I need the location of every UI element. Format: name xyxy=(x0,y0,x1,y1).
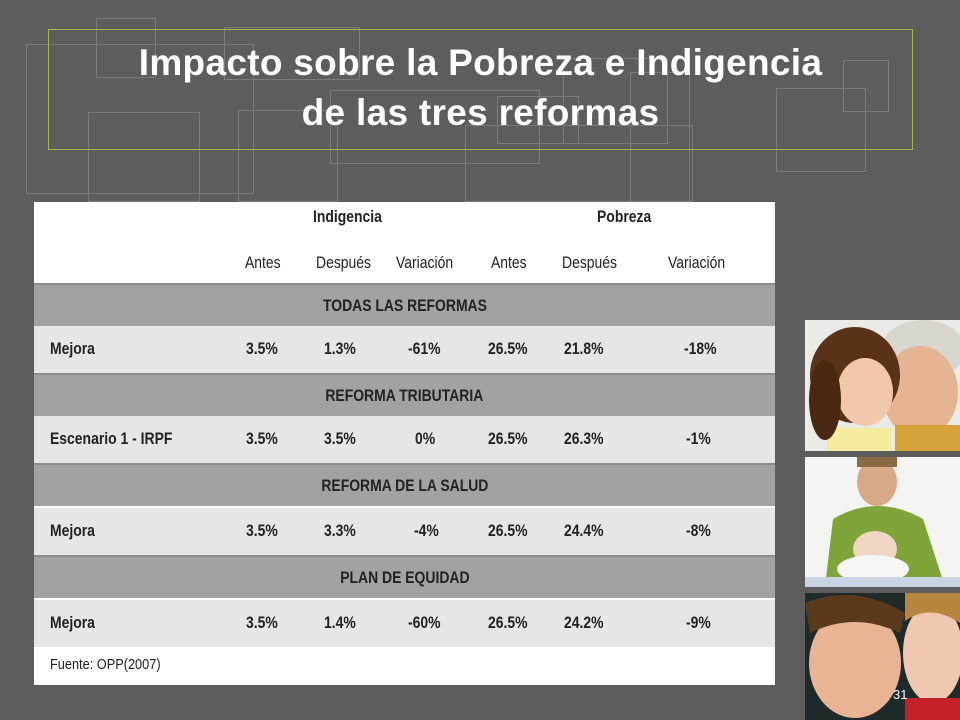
table-cell: 26.5% xyxy=(488,339,528,358)
page-number: 31 xyxy=(893,687,908,702)
table-cell: 3.5% xyxy=(246,339,278,358)
decorative-frame xyxy=(238,110,338,202)
decorative-frame xyxy=(776,88,866,172)
column-header: Variación xyxy=(396,253,454,272)
table-cell: 3.5% xyxy=(246,521,278,540)
table-cell: -8% xyxy=(686,521,711,540)
group-header-indigencia: Indigencia xyxy=(313,207,382,226)
table-row: Mejora 3.5% 3.3% -4% 26.5% 24.4% -8% xyxy=(34,508,775,555)
row-label: Mejora xyxy=(50,613,95,632)
section-title: REFORMA TRIBUTARIA xyxy=(325,386,484,405)
section-header: REFORMA DE LA SALUD xyxy=(34,463,775,506)
table-row: Escenario 1 - IRPF 3.5% 3.5% 0% 26.5% 26… xyxy=(34,416,775,463)
title-frame xyxy=(48,29,913,150)
decorative-frame xyxy=(224,27,360,80)
slide-title-line1: Impacto sobre la Pobreza e Indigencia xyxy=(138,42,823,83)
table-cell: 1.4% xyxy=(324,613,356,632)
decorative-frame xyxy=(330,90,540,164)
table-cell: 3.3% xyxy=(324,521,356,540)
decorative-frame xyxy=(630,72,690,202)
table-cell: 3.5% xyxy=(324,429,356,448)
table-cell: -61% xyxy=(408,339,441,358)
table-cell: 1.3% xyxy=(324,339,356,358)
table-cell: -18% xyxy=(684,339,717,358)
column-header: Después xyxy=(316,253,372,272)
source-note: Fuente: OPP(2007) xyxy=(50,656,161,673)
column-header: Después xyxy=(562,253,618,272)
table-cell: 26.3% xyxy=(564,429,604,448)
column-header: Antes xyxy=(245,253,281,272)
table-cell: -4% xyxy=(414,521,439,540)
decorative-frame xyxy=(96,18,156,78)
table-row: Mejora 3.5% 1.4% -60% 26.5% 24.2% -9% xyxy=(34,600,775,647)
section-title: PLAN DE EQUIDAD xyxy=(339,568,470,587)
row-label: Escenario 1 - IRPF xyxy=(50,429,173,448)
slide-title: Impacto sobre la Pobreza e Indigencia de… xyxy=(48,38,913,138)
table-cell: 3.5% xyxy=(246,613,278,632)
table-cell: -1% xyxy=(686,429,711,448)
table-cell: 24.2% xyxy=(564,613,604,632)
photo-children-image xyxy=(805,593,960,720)
section-header: REFORMA TRIBUTARIA xyxy=(34,373,775,416)
section-title: TODAS LAS REFORMAS xyxy=(322,296,487,315)
table-cell: 24.4% xyxy=(564,521,604,540)
photo-girl-grandmother xyxy=(805,320,960,451)
column-header: Antes xyxy=(491,253,527,272)
table-cell: 3.5% xyxy=(246,429,278,448)
section-header: PLAN DE EQUIDAD xyxy=(34,555,775,598)
photo-children xyxy=(805,593,960,720)
results-table: Indigencia Pobreza Antes Después Variaci… xyxy=(34,202,775,685)
table-cell: 0% xyxy=(415,429,436,448)
group-header-pobreza: Pobreza xyxy=(597,207,652,226)
table-cell: 26.5% xyxy=(488,613,528,632)
table-cell: 26.5% xyxy=(488,429,528,448)
table-cell: 26.5% xyxy=(488,521,528,540)
decorative-frame xyxy=(465,125,693,202)
decorative-frame xyxy=(88,112,200,202)
table-row: Mejora 3.5% 1.3% -61% 26.5% 21.8% -18% xyxy=(34,326,775,373)
photo-father-baby-image xyxy=(805,457,960,587)
slide-title-line2: de las tres reformas xyxy=(301,92,660,133)
photo-father-baby xyxy=(805,457,960,587)
decorative-frame xyxy=(497,96,579,144)
table-cell: -9% xyxy=(686,613,711,632)
decorative-frame xyxy=(26,44,254,194)
decorative-frame xyxy=(843,60,889,112)
section-title: REFORMA DE LA SALUD xyxy=(320,476,489,495)
row-label: Mejora xyxy=(50,339,95,358)
decorative-frame xyxy=(563,58,668,144)
photo-girl-grandmother-image xyxy=(805,320,960,451)
section-header: TODAS LAS REFORMAS xyxy=(34,283,775,326)
table-cell: -60% xyxy=(408,613,441,632)
table-cell: 21.8% xyxy=(564,339,604,358)
row-label: Mejora xyxy=(50,521,95,540)
column-header: Variación xyxy=(668,253,726,272)
